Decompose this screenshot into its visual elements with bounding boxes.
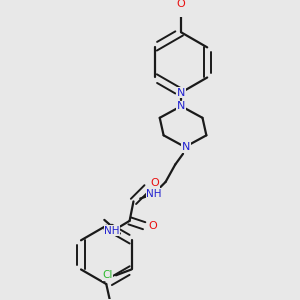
Text: N: N — [177, 101, 185, 111]
Text: O: O — [177, 0, 185, 9]
Text: NH: NH — [146, 189, 162, 199]
Text: NH: NH — [104, 226, 120, 236]
Text: N: N — [182, 142, 190, 152]
Text: O: O — [151, 178, 159, 188]
Text: N: N — [177, 88, 185, 98]
Text: Cl: Cl — [102, 270, 112, 280]
Text: O: O — [148, 221, 157, 231]
